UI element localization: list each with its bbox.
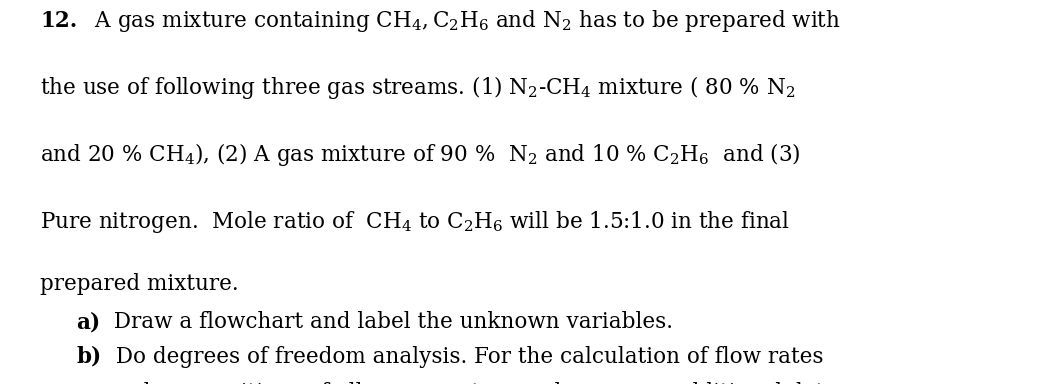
Text: a): a): [76, 311, 101, 333]
Text: prepared mixture.: prepared mixture.: [40, 273, 238, 295]
Text: Pure nitrogen.  Mole ratio of  $\mathregular{CH_4}$ to $\mathregular{C_2H_6}$ wi: Pure nitrogen. Mole ratio of $\mathregul…: [40, 210, 791, 235]
Text: 12.: 12.: [40, 10, 77, 32]
Text: and compositions of all process streams how many additional data: and compositions of all process streams …: [110, 382, 837, 384]
Text: b): b): [76, 346, 102, 368]
Text: Do degrees of freedom analysis. For the calculation of flow rates: Do degrees of freedom analysis. For the …: [109, 346, 824, 368]
Text: A gas mixture containing $\mathregular{CH_4, C_2H_6}$ and $\mathregular{N_2}$ ha: A gas mixture containing $\mathregular{C…: [88, 8, 842, 34]
Text: the use of following three gas streams. (1) $\mathregular{N_2}$-$\mathregular{CH: the use of following three gas streams. …: [40, 74, 796, 101]
Text: and 20 % $\mathregular{CH_4}$), (2) A gas mixture of 90 %  $\mathregular{N_2}$ a: and 20 % $\mathregular{CH_4}$), (2) A ga…: [40, 141, 801, 168]
Text: Draw a flowchart and label the unknown variables.: Draw a flowchart and label the unknown v…: [107, 311, 673, 333]
